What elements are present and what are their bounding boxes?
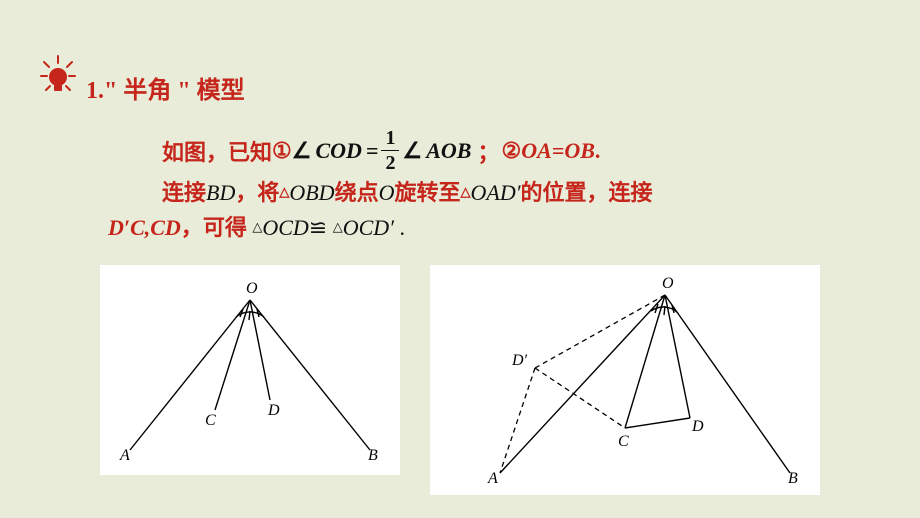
circled-2: ② [501, 138, 521, 164]
period: . [595, 138, 601, 164]
t4: 旋转至 [394, 180, 460, 205]
tri-2: △ [461, 184, 471, 199]
angle-sym: ∠ [292, 138, 312, 164]
oad: OAD′ [471, 180, 521, 205]
denominator: 2 [381, 150, 399, 173]
label-D: D [267, 402, 280, 419]
dccd: D′C,CD [108, 215, 181, 240]
t1: ，可得 [181, 215, 247, 240]
label-D: D [691, 418, 704, 435]
t3: 绕点 [335, 180, 379, 205]
figure-1: O A B C D [100, 265, 400, 475]
prefix: 如图，已知 [162, 135, 272, 167]
label-C: C [618, 433, 629, 450]
eq: = [366, 138, 379, 164]
figure-2: O A B C D D′ [430, 265, 820, 495]
t2: ，将 [235, 180, 279, 205]
section-title: 1." 半角 " 模型 [86, 70, 245, 105]
semicolon: ； [477, 135, 499, 167]
bd: BD [206, 180, 235, 205]
label-O: O [246, 280, 258, 297]
text-line-3: D′C,CD，可得 △OCD≌ △OCD′ . [108, 210, 405, 242]
ocdp: OCD′ [343, 215, 394, 240]
aob: AOB [426, 138, 471, 164]
cong: ≌ [309, 215, 327, 240]
lightbulb-icon [38, 54, 78, 103]
t1: 连接 [162, 180, 206, 205]
ocd: OCD [262, 215, 308, 240]
figures-row: O A B C D O [100, 265, 820, 495]
tri-1: △ [279, 184, 289, 199]
label-A: A [119, 447, 130, 464]
label-B: B [368, 447, 378, 464]
label-O: O [662, 275, 674, 292]
tri-3: △ [252, 219, 262, 234]
o: O [379, 180, 395, 205]
label-Dp: D′ [511, 352, 528, 369]
angle-sym-2: ∠ [402, 138, 422, 164]
label-A: A [487, 470, 498, 487]
numerator: 1 [381, 128, 399, 150]
period: . [399, 215, 405, 240]
fraction: 1 2 [381, 128, 399, 173]
label-B: B [788, 470, 798, 487]
t5: 的位置，连接 [521, 180, 653, 205]
oa-ob: OA=OB [521, 138, 595, 164]
cod: COD [315, 138, 361, 164]
circled-1: ① [272, 138, 292, 164]
obd: OBD [289, 180, 334, 205]
text-line-1: 如图，已知 ① ∠ COD = 1 2 ∠ AOB ； ② OA=OB . [162, 128, 600, 173]
text-line-2: 连接BD，将△OBD绕点O旋转至△OAD′的位置，连接 [162, 175, 653, 207]
label-C: C [205, 412, 216, 429]
tri-4: △ [333, 219, 343, 234]
